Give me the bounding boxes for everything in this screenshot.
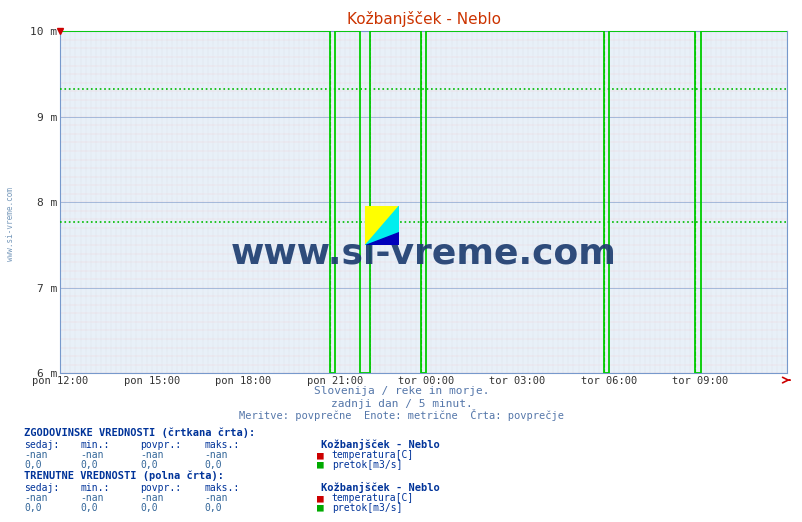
Text: min.:: min.:	[80, 440, 110, 450]
Text: pretok[m3/s]: pretok[m3/s]	[331, 503, 402, 513]
Polygon shape	[365, 206, 399, 245]
Text: -nan: -nan	[24, 493, 47, 503]
Text: Kožbanjšček - Neblo: Kožbanjšček - Neblo	[321, 439, 439, 450]
Text: ■: ■	[317, 460, 323, 470]
Text: sedaj:: sedaj:	[24, 483, 59, 493]
Text: ZGODOVINSKE VREDNOSTI (črtkana črta):: ZGODOVINSKE VREDNOSTI (črtkana črta):	[24, 428, 255, 438]
Text: 0,0: 0,0	[80, 503, 98, 513]
Text: sedaj:: sedaj:	[24, 440, 59, 450]
Text: temperatura[C]: temperatura[C]	[331, 493, 413, 503]
Text: temperatura[C]: temperatura[C]	[331, 450, 413, 460]
Text: pretok[m3/s]: pretok[m3/s]	[331, 460, 402, 470]
Text: 0,0: 0,0	[140, 503, 158, 513]
Text: 0,0: 0,0	[24, 460, 42, 470]
Text: 0,0: 0,0	[24, 503, 42, 513]
Text: -nan: -nan	[205, 493, 228, 503]
Text: Meritve: povprečne  Enote: metrične  Črta: povprečje: Meritve: povprečne Enote: metrične Črta:…	[239, 409, 563, 421]
Text: -nan: -nan	[24, 450, 47, 460]
Text: 0,0: 0,0	[205, 503, 222, 513]
Text: www.si-vreme.com: www.si-vreme.com	[230, 236, 616, 270]
Text: 0,0: 0,0	[140, 460, 158, 470]
Polygon shape	[365, 232, 399, 245]
Text: -nan: -nan	[80, 493, 103, 503]
Text: ■: ■	[317, 450, 323, 460]
Text: zadnji dan / 5 minut.: zadnji dan / 5 minut.	[330, 399, 472, 409]
Text: ■: ■	[317, 503, 323, 513]
Text: povpr.:: povpr.:	[140, 440, 181, 450]
Text: TRENUTNE VREDNOSTI (polna črta):: TRENUTNE VREDNOSTI (polna črta):	[24, 471, 224, 481]
Text: min.:: min.:	[80, 483, 110, 493]
Text: Slovenija / reke in morje.: Slovenija / reke in morje.	[314, 386, 488, 396]
Text: -nan: -nan	[80, 450, 103, 460]
Text: povpr.:: povpr.:	[140, 483, 181, 493]
Text: ■: ■	[317, 493, 323, 503]
Polygon shape	[365, 206, 399, 245]
Text: maks.:: maks.:	[205, 483, 240, 493]
Title: Kožbanjšček - Neblo: Kožbanjšček - Neblo	[346, 11, 500, 27]
Text: 0,0: 0,0	[205, 460, 222, 470]
Text: -nan: -nan	[140, 493, 164, 503]
Text: Kožbanjšček - Neblo: Kožbanjšček - Neblo	[321, 482, 439, 493]
Text: -nan: -nan	[140, 450, 164, 460]
Text: 0,0: 0,0	[80, 460, 98, 470]
Text: -nan: -nan	[205, 450, 228, 460]
Text: maks.:: maks.:	[205, 440, 240, 450]
Text: www.si-vreme.com: www.si-vreme.com	[6, 187, 15, 262]
